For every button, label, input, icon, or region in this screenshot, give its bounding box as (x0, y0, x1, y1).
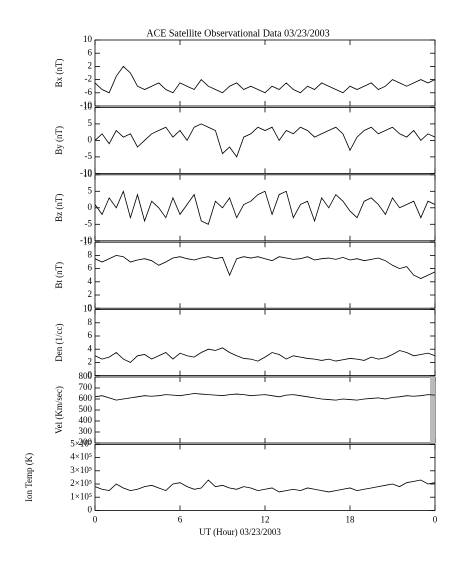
y-tick-label: 0 (88, 202, 93, 212)
y-tick-label: 3×10⁵ (70, 465, 92, 475)
y-tick-label: 0 (88, 504, 93, 514)
y-tick-label: 4 (88, 343, 93, 353)
y-tick-label: 0 (88, 302, 93, 312)
y-axis-label: Bx (nT) (54, 59, 64, 88)
data-line (94, 190, 436, 225)
panel-frame (94, 174, 436, 242)
y-tick-label: -6 (85, 87, 93, 97)
x-tick-label: 18 (346, 514, 356, 524)
panel-frame (94, 376, 436, 444)
y-tick-label: 6 (88, 47, 93, 57)
y-axis-label: Ion Temp (K) (24, 453, 34, 502)
y-tick-label: 5 (88, 118, 93, 128)
y-tick-label: 6 (88, 330, 93, 340)
y-tick-label: 2×10⁵ (70, 478, 92, 488)
y-tick-label: 600 (79, 393, 93, 403)
y-tick-label: 500 (79, 404, 93, 414)
y-tick-label: -5 (85, 218, 93, 228)
y-axis-label: Den (1/cc) (54, 323, 64, 361)
panel-frame (94, 309, 436, 377)
y-tick-label: 5 (88, 185, 93, 195)
y-tick-label: 1×10⁵ (70, 491, 92, 501)
panel-frame (94, 443, 436, 511)
y-tick-label: 0 (88, 370, 93, 380)
y-tick-label: 8 (88, 249, 93, 259)
y-tick-label: -5 (85, 151, 93, 161)
y-tick-label: 4×10⁵ (70, 452, 92, 462)
data-line (94, 347, 436, 363)
panel-frame (94, 39, 436, 107)
y-tick-label: 300 (79, 426, 93, 436)
y-axis-label: Vel (Km/sec) (54, 386, 64, 434)
y-axis-label: Bz (nT) (54, 194, 64, 222)
y-tick-label: 2 (88, 60, 93, 70)
y-tick-label: 10 (83, 304, 93, 314)
y-tick-label: 400 (79, 415, 93, 425)
y-tick-label: -10 (80, 167, 92, 177)
y-tick-label: 5×10⁵ (70, 438, 92, 448)
x-tick-label: 0 (93, 514, 98, 524)
data-gap-band (430, 377, 435, 443)
y-axis-label: Bt (nT) (54, 262, 64, 289)
y-tick-label: 10 (83, 236, 93, 246)
y-tick-label: 10 (83, 34, 93, 44)
panel-frame (94, 241, 436, 309)
y-tick-label: 0 (88, 134, 93, 144)
x-axis-label: UT (Hour) 03/23/2003 (199, 527, 281, 537)
y-tick-label: -10 (80, 235, 92, 245)
y-tick-label: 800 (79, 371, 93, 381)
data-line (94, 254, 436, 279)
data-line (94, 65, 436, 94)
y-tick-label: 700 (79, 382, 93, 392)
y-tick-label: 2 (88, 356, 93, 366)
chart-title: ACE Satellite Observational Data 03/23/2… (146, 28, 329, 39)
data-line (94, 123, 436, 158)
y-tick-label: 10 (83, 169, 93, 179)
panel-frame (94, 107, 436, 174)
data-line (94, 479, 436, 493)
y-tick-label: 2 (88, 289, 93, 299)
y-tick-label: 6 (88, 263, 93, 273)
y-tick-label: 4 (88, 276, 93, 286)
x-tick-label: 6 (178, 514, 183, 524)
x-tick-label: 0 (433, 514, 438, 524)
x-tick-label: 12 (261, 514, 270, 524)
data-line (94, 393, 436, 401)
y-tick-label: -10 (80, 100, 92, 110)
y-tick-label: 10 (83, 101, 93, 111)
y-tick-label: -2 (85, 74, 93, 84)
y-axis-label: By (nT) (54, 126, 64, 155)
y-tick-label: 200 (79, 437, 93, 447)
y-tick-label: 8 (88, 317, 93, 327)
